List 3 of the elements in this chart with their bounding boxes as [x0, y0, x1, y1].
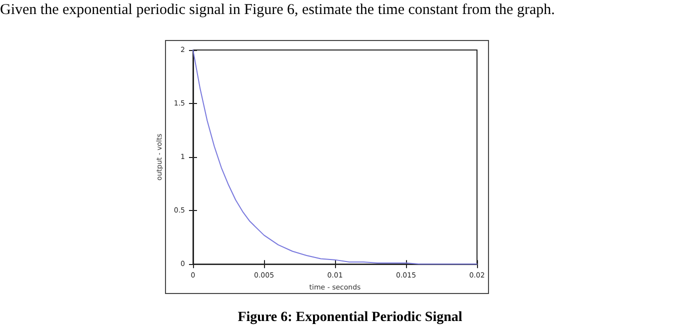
chart-title: Given the exponential periodic signal in Figure 6, estimate the time constant from the graph.	[0, 2, 555, 19]
caption: Figure 6: Exponential Periodic Signal	[236, 310, 464, 326]
line-series	[192, 50, 478, 265]
